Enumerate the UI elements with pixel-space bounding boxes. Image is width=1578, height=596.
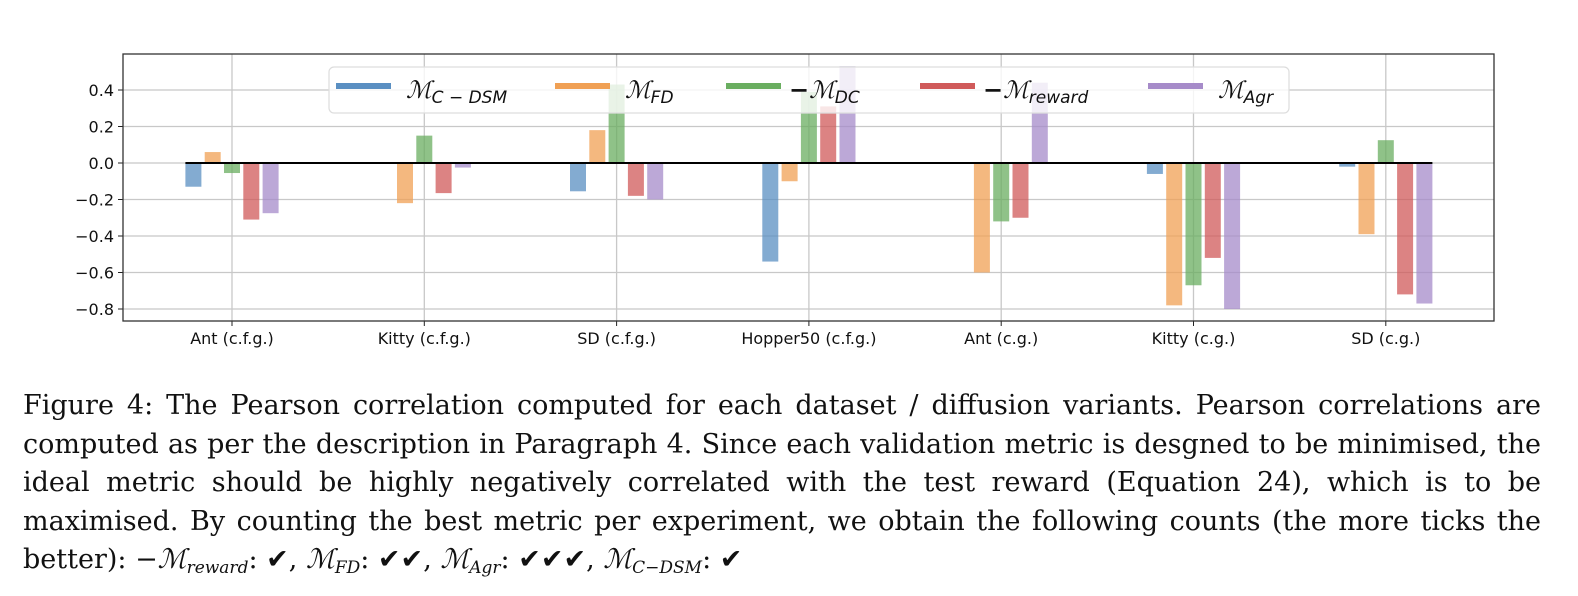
legend-label-fd: ℳFD bbox=[625, 76, 674, 108]
caption-count-3: ℳC−DSM: ✔ bbox=[603, 544, 743, 578]
y-tick-label: −0.4 bbox=[75, 227, 114, 246]
x-tick-label: Hopper50 (c.f.g.) bbox=[741, 329, 876, 348]
caption-count-1: ℳFD: ✔✔ bbox=[305, 544, 424, 578]
bar-dc-4 bbox=[993, 163, 1010, 222]
bar-fd-4 bbox=[973, 163, 990, 273]
legend-label-cdsm: ℳC − DSM bbox=[406, 76, 507, 108]
bar-fd-1 bbox=[397, 163, 413, 204]
bar-agr-1 bbox=[454, 163, 471, 168]
bar-agr-6 bbox=[1416, 163, 1433, 304]
legend-label-agr: ℳAgr bbox=[1218, 76, 1274, 108]
bar-fd-6 bbox=[1358, 163, 1375, 235]
x-tick-label: Ant (c.f.g.) bbox=[190, 329, 274, 348]
bar-cdsm-2 bbox=[570, 163, 586, 192]
y-tick-label: 0.4 bbox=[89, 81, 114, 100]
bars-layer bbox=[185, 66, 1433, 309]
bar-dc-6 bbox=[1377, 140, 1394, 163]
bar-cdsm-3 bbox=[762, 163, 779, 262]
bar-dc-5 bbox=[1185, 163, 1202, 286]
bar-chart: 0.4 0.2 0.0 −0.2 −0.4 −0.6 −0.8 Ant (c.f.g.) Kit… bbox=[75, 53, 1495, 348]
bar-fd-0 bbox=[204, 152, 221, 163]
bar-reward-0 bbox=[243, 163, 260, 220]
legend-swatch-agr bbox=[1148, 83, 1203, 89]
y-tick-label: 0.0 bbox=[89, 154, 114, 173]
bar-dc-1 bbox=[416, 135, 433, 163]
legend-box bbox=[328, 66, 1290, 114]
y-tick-label: 0.2 bbox=[89, 118, 114, 137]
legend-label-reward: −ℳreward bbox=[983, 75, 1089, 108]
bar-agr-0 bbox=[262, 163, 279, 214]
plot-frame bbox=[122, 53, 1495, 322]
caption-counts: −ℳreward: ✔, ℳFD: ✔✔, ℳAgr: ✔✔✔, ℳC−DSM:… bbox=[135, 544, 743, 578]
legend: ℳC − DSM ℳFD −ℳDC −ℳreward ℳAgr bbox=[328, 66, 1290, 114]
bar-fd-5 bbox=[1166, 163, 1183, 306]
bar-reward-6 bbox=[1397, 163, 1414, 295]
legend-swatch-reward bbox=[920, 83, 975, 89]
bar-reward-3 bbox=[820, 106, 837, 163]
y-tick-label: −0.8 bbox=[75, 300, 114, 319]
caption-count-2: ℳAgr: ✔✔✔ bbox=[440, 544, 587, 578]
y-tick-label: −0.2 bbox=[75, 191, 114, 210]
bar-agr-5 bbox=[1224, 163, 1241, 309]
bar-fd-3 bbox=[781, 163, 798, 182]
legend-swatch-cdsm bbox=[336, 83, 391, 89]
x-tick-label: Ant (c.g.) bbox=[964, 329, 1038, 348]
bar-dc-0 bbox=[224, 163, 240, 174]
bar-reward-1 bbox=[435, 163, 452, 194]
x-tick-label: Kitty (c.g.) bbox=[1152, 329, 1236, 348]
caption-text: Figure 4: The Pearson correlation comput… bbox=[23, 390, 1541, 575]
bar-cdsm-6 bbox=[1339, 163, 1356, 167]
x-tick-label: SD (c.f.g.) bbox=[577, 329, 656, 348]
figure-caption: Figure 4: The Pearson correlation comput… bbox=[23, 387, 1541, 588]
legend-swatch-fd bbox=[555, 83, 610, 89]
bar-reward-5 bbox=[1204, 163, 1221, 258]
legend-label-dc: −ℳDC bbox=[789, 75, 860, 108]
bar-cdsm-5 bbox=[1146, 163, 1163, 174]
bar-reward-4 bbox=[1012, 163, 1029, 218]
x-tick-label: SD (c.g.) bbox=[1351, 329, 1420, 348]
axis-layer: 0.4 0.2 0.0 −0.2 −0.4 −0.6 −0.8 Ant (c.f.g.) Kit… bbox=[75, 53, 1495, 348]
bar-cdsm-0 bbox=[185, 163, 202, 187]
bar-fd-2 bbox=[589, 130, 606, 163]
caption-count-0: −ℳreward: ✔ bbox=[135, 544, 289, 578]
bar-reward-2 bbox=[627, 163, 644, 196]
legend-swatch-dc bbox=[726, 83, 781, 89]
x-tick-label: Kitty (c.f.g.) bbox=[378, 329, 471, 348]
y-tick-label: −0.6 bbox=[75, 264, 114, 283]
bar-agr-2 bbox=[647, 163, 664, 200]
